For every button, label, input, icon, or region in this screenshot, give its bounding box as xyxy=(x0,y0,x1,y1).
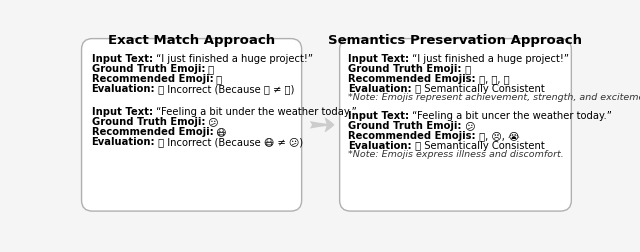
Text: Ground Truth Emoji:: Ground Truth Emoji: xyxy=(92,117,205,127)
Text: ❌ Incorrect (Because 🏆 ≠ 🎉): ❌ Incorrect (Because 🏆 ≠ 🎉) xyxy=(156,84,294,94)
Text: 😕: 😕 xyxy=(461,121,475,131)
Text: Ground Truth Emoji:: Ground Truth Emoji: xyxy=(92,64,205,74)
Text: ✅ Semantically Consistent: ✅ Semantically Consistent xyxy=(412,141,545,151)
Text: “I just finished a huge project!”: “I just finished a huge project!” xyxy=(409,54,569,64)
Text: ✅ Semantically Consistent: ✅ Semantically Consistent xyxy=(412,84,545,94)
Text: Input Text:: Input Text: xyxy=(348,111,409,121)
Text: 🎉: 🎉 xyxy=(205,64,214,74)
Text: Recommended Emoji:: Recommended Emoji: xyxy=(92,74,213,84)
FancyBboxPatch shape xyxy=(340,40,572,211)
Text: ❌ Incorrect (Because 😷 ≠ 😕): ❌ Incorrect (Because 😷 ≠ 😕) xyxy=(156,137,303,147)
Text: Recommended Emojis:: Recommended Emojis: xyxy=(348,131,476,141)
Text: Input Text:: Input Text: xyxy=(92,107,153,117)
Text: Evaluation:: Evaluation: xyxy=(92,84,156,94)
Text: Ground Truth Emoji:: Ground Truth Emoji: xyxy=(348,121,461,131)
Text: Evaluation:: Evaluation: xyxy=(92,137,156,147)
Text: 🎉: 🎉 xyxy=(461,64,471,74)
Text: 😷: 😷 xyxy=(213,127,227,137)
Text: 🏆: 🏆 xyxy=(213,74,223,84)
Text: Ground Truth Emoji:: Ground Truth Emoji: xyxy=(348,64,461,74)
Text: “Feeling a bit under the weather today.”: “Feeling a bit under the weather today.” xyxy=(153,107,356,117)
Text: Evaluation:: Evaluation: xyxy=(348,84,412,94)
Text: *Note: Emojis express illness and discomfort.: *Note: Emojis express illness and discom… xyxy=(348,150,564,159)
Text: “Feeling a bit uncer the weather today.”: “Feeling a bit uncer the weather today.” xyxy=(409,111,612,121)
Text: Input Text:: Input Text: xyxy=(348,54,409,64)
Text: 😕: 😕 xyxy=(205,117,219,127)
FancyBboxPatch shape xyxy=(81,40,301,211)
Text: “I just finished a huge project!”: “I just finished a huge project!” xyxy=(153,54,313,64)
Text: 🏆, 💪, ✨: 🏆, 💪, ✨ xyxy=(476,74,509,84)
Text: Evaluation:: Evaluation: xyxy=(348,141,412,151)
Text: 🤢, 😣, 😭: 🤢, 😣, 😭 xyxy=(476,131,520,141)
Text: Semantics Preservation Approach: Semantics Preservation Approach xyxy=(328,34,582,47)
Text: Recommended Emoji:: Recommended Emoji: xyxy=(92,127,213,137)
Text: Input Text:: Input Text: xyxy=(92,54,153,64)
Text: Exact Match Approach: Exact Match Approach xyxy=(108,34,275,47)
Text: Recommended Emojis:: Recommended Emojis: xyxy=(348,74,476,84)
Text: *Note: Emojis represent achievement, strength, and excitement.: *Note: Emojis represent achievement, str… xyxy=(348,93,640,102)
